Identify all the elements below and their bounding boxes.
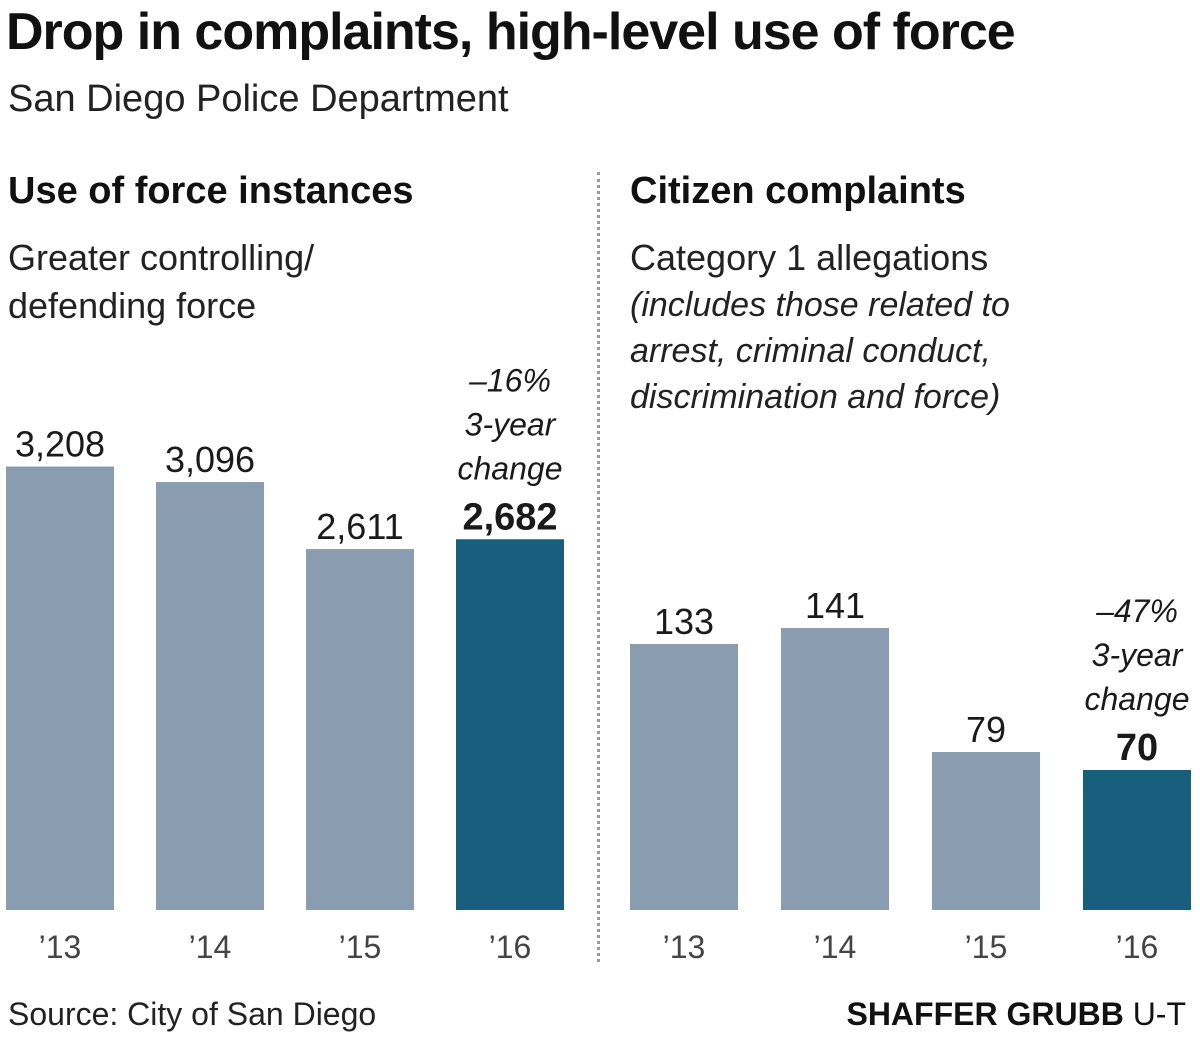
bar-value-label: 141 [805, 585, 865, 626]
panel-subtitle-line: defending force [8, 285, 257, 326]
panel-note-line: (includes those related to [630, 286, 1010, 324]
panel-title-citizen-complaints: Citizen complaints [630, 170, 966, 212]
bar-value-label: 2,682 [462, 496, 557, 538]
bar-value-label: 133 [654, 601, 714, 642]
change-annotation: 3-year [465, 406, 557, 442]
bar-value-label: 2,611 [316, 506, 403, 547]
change-annotation: change [458, 450, 563, 486]
panel-note-line: arrest, criminal conduct, [630, 332, 991, 370]
change-annotation: –16% [468, 362, 551, 398]
panel-title-use-of-force: Use of force instances [8, 170, 414, 212]
change-annotation: change [1085, 681, 1190, 717]
bar [156, 482, 264, 910]
x-tick-label: ’13 [663, 929, 706, 965]
x-tick-label: ’15 [965, 929, 1008, 965]
bar [306, 549, 414, 910]
panel-subtitle-line: Category 1 allegations [630, 237, 989, 278]
change-annotation: –47% [1095, 593, 1178, 629]
x-tick-label: ’13 [39, 929, 82, 965]
x-tick-label: ’16 [1116, 929, 1159, 965]
bar [1083, 770, 1191, 910]
bar-value-label: 70 [1116, 727, 1158, 769]
panel-subtitle-line: Greater controlling/ [8, 237, 315, 278]
bar [932, 752, 1040, 910]
x-tick-label: ’16 [489, 929, 532, 965]
credit-name: SHAFFER GRUBB [846, 996, 1124, 1032]
bar [456, 539, 564, 910]
credit-line: SHAFFER GRUBB U-T [846, 996, 1186, 1033]
x-tick-label: ’14 [814, 929, 857, 965]
bar [630, 644, 738, 910]
panel-divider [597, 172, 600, 962]
source-note: Source: City of San Diego [8, 996, 377, 1032]
chart-subtitle: San Diego Police Department [8, 78, 509, 120]
bar-value-label: 3,096 [165, 439, 255, 480]
bar-value-label: 79 [966, 709, 1006, 750]
x-tick-label: ’15 [339, 929, 382, 965]
chart-title: Drop in complaints, high-level use of fo… [6, 3, 1016, 61]
x-tick-label: ’14 [189, 929, 232, 965]
bar [6, 466, 114, 910]
change-annotation: 3-year [1092, 637, 1184, 673]
bar [781, 628, 889, 910]
credit-outlet: U-T [1123, 996, 1186, 1032]
panel-note-line: discrimination and force) [630, 378, 1001, 416]
bar-value-label: 3,208 [15, 424, 105, 465]
